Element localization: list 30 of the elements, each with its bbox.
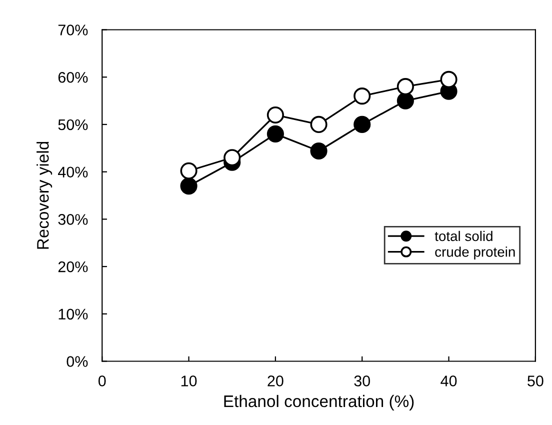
point	[440, 70, 458, 88]
x-tick-label: 0	[98, 376, 106, 386]
point	[396, 92, 414, 110]
x-tick-label: 20	[268, 376, 284, 386]
y-tick-label: 30%	[58, 214, 88, 225]
point	[266, 106, 284, 124]
x-tick-label: 40	[440, 376, 457, 386]
y-tick-label: 70%	[58, 24, 88, 36]
x-tick-label: 50	[528, 376, 544, 386]
y-axis-title: Recovery yield	[36, 142, 52, 249]
y-tick-label: 40%	[58, 166, 88, 178]
point	[310, 142, 328, 160]
point	[180, 177, 198, 195]
legend-label: total solid	[434, 230, 492, 242]
y-tick-label: 10%	[58, 308, 88, 320]
x-tick-label: 30	[354, 376, 370, 386]
point	[224, 149, 241, 166]
point	[310, 116, 328, 134]
y-tick-label: 20%	[58, 261, 88, 272]
y-tick-label: 0%	[66, 356, 88, 367]
point	[396, 78, 414, 96]
y-tick-label: 50%	[58, 119, 88, 130]
point	[354, 88, 371, 105]
x-axis-title: Ethanol concentration (%)	[224, 394, 414, 410]
point	[180, 162, 198, 180]
x-tick-label: 10	[181, 376, 197, 386]
y-tick-label: 60%	[58, 72, 88, 83]
point	[354, 116, 371, 134]
point	[266, 125, 284, 142]
legend-label: crude protein	[435, 246, 515, 260]
